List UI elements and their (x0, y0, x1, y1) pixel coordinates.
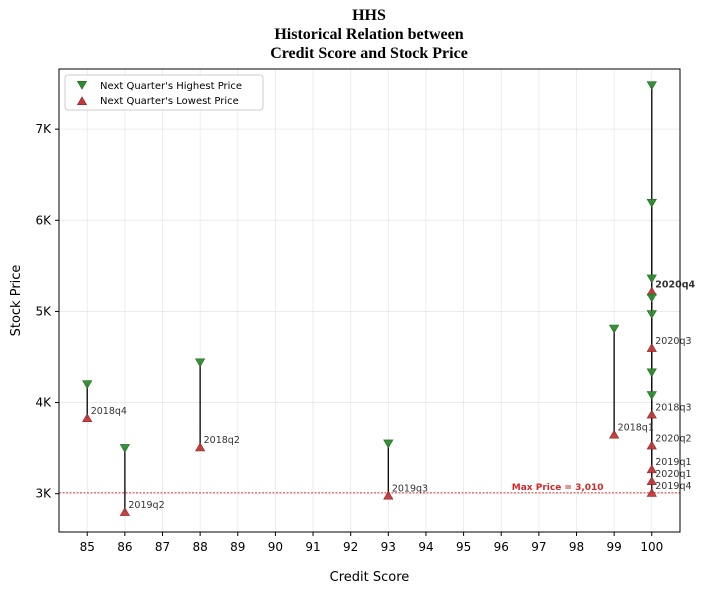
point-label-2019q2: 2019q2 (128, 500, 164, 511)
x-tick-label: 94 (418, 540, 433, 554)
low-marker-2020q3 (646, 343, 657, 352)
markers (82, 81, 657, 516)
x-tick-label: 99 (606, 540, 621, 554)
y-axis-label: Stock Price (9, 265, 24, 337)
low-marker-2018q3 (646, 409, 657, 419)
high-marker-2018q1 (609, 324, 620, 334)
high-marker-2020q4 (646, 81, 657, 91)
reference-line-group: Max Price = 3,010 (59, 483, 680, 494)
x-tick-label: 87 (155, 540, 170, 554)
x-tick-label: 98 (569, 540, 584, 554)
point-label-2019q3: 2019q3 (392, 484, 428, 495)
reference-line-label: Max Price = 3,010 (512, 483, 604, 493)
y-tick-label: 7K (35, 122, 52, 136)
y-tick-label: 4K (35, 396, 52, 410)
high-marker-2020q2 (646, 293, 657, 303)
y-tick-label: 6K (35, 213, 52, 227)
high-marker-2020q3 (646, 198, 657, 208)
point-label-2019q4: 2019q4 (655, 481, 691, 492)
low-marker-2019q3 (383, 490, 394, 500)
low-marker-2018q4 (82, 413, 93, 423)
low-marker-2020q2 (646, 440, 657, 450)
x-tick-label: 86 (117, 540, 132, 554)
x-axis-label: Credit Score (330, 570, 410, 585)
high-marker-2018q4 (82, 380, 93, 390)
high-marker-2018q2 (195, 358, 206, 368)
x-tick-label: 93 (381, 540, 396, 554)
x-tick-label: 89 (230, 540, 245, 554)
high-marker-2020q1 (646, 368, 657, 378)
low-marker-2020q1 (646, 476, 657, 485)
y-tick-label: 5K (35, 304, 52, 318)
point-label-2018q2: 2018q2 (204, 435, 240, 446)
high-marker-2019q4 (646, 391, 657, 401)
high-marker-2018q3 (646, 274, 657, 284)
point-labels: 2018q4 2019q2 2018q2 2019q3 2018q1 2020q4 2020… (91, 279, 696, 511)
point-label-2020q3: 2020q3 (655, 336, 691, 347)
low-marker-2019q4 (646, 488, 657, 497)
x-tick-label: 85 (80, 540, 95, 554)
x-tick-label: 88 (192, 540, 207, 554)
point-label-2018q3: 2018q3 (655, 402, 691, 413)
legend-label-high: Next Quarter's Highest Price (100, 81, 242, 92)
legend-label-low: Next Quarter's Lowest Price (100, 96, 239, 107)
legend-low-marker (76, 96, 88, 105)
high-marker-2019q2 (119, 444, 130, 453)
x-tick-label: 97 (531, 540, 546, 554)
axis-ticks: 85 86 87 88 89 90 91 92 93 94 95 96 97 98 99 100 3K 4K 5K 6… (35, 122, 663, 554)
grid (59, 69, 680, 532)
point-label-2020q4: 2020q4 (655, 279, 695, 290)
point-label-2018q1: 2018q1 (618, 422, 654, 433)
point-label-2018q4: 2018q4 (91, 406, 127, 417)
legend: Next Quarter's Highest Price Next Quarter… (64, 74, 264, 111)
plot-frame (58, 68, 681, 533)
title-line-2: Historical Relation between (274, 26, 464, 43)
legend-high-marker (76, 81, 88, 90)
point-label-2020q2: 2020q2 (655, 433, 691, 444)
x-tick-label: 96 (494, 540, 509, 554)
y-tick-label: 3K (35, 487, 52, 501)
point-label-2020q1: 2020q1 (655, 469, 691, 480)
low-marker-2018q1 (609, 429, 620, 439)
range-lines (86, 85, 653, 512)
low-marker-2019q1 (646, 464, 657, 474)
x-tick-label: 90 (268, 540, 283, 554)
chart-title: HHS Historical Relation between Credit S… (58, 6, 680, 63)
legend-box (64, 74, 264, 111)
x-tick-label: 95 (456, 540, 471, 554)
x-tick-label: 92 (343, 540, 358, 554)
point-label-2019q1: 2019q1 (655, 457, 691, 468)
high-marker-2019q1 (646, 310, 657, 319)
low-marker-2018q2 (195, 442, 206, 452)
low-marker-2019q2 (119, 507, 130, 516)
title-line-3: Credit Score and Stock Price (270, 45, 468, 62)
x-tick-label: 100 (640, 540, 663, 554)
x-tick-label: 91 (305, 540, 320, 554)
title-line-1: HHS (352, 7, 386, 24)
high-marker-2019q3 (383, 439, 394, 449)
